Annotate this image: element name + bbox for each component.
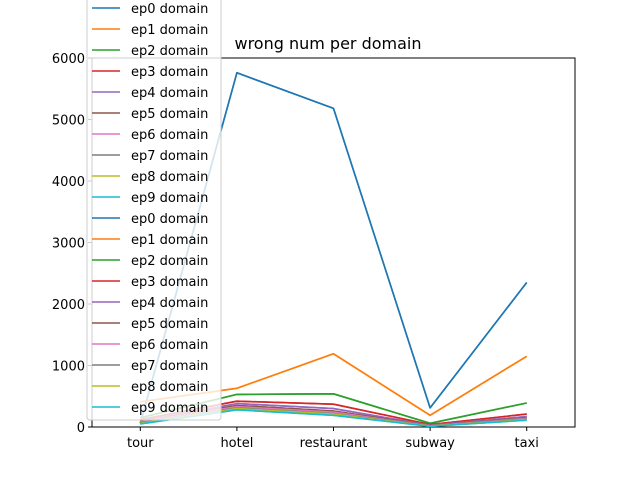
legend-box bbox=[86, 0, 222, 421]
x-tick-label: restaurant bbox=[300, 436, 368, 451]
x-tick-label: hotel bbox=[220, 436, 253, 451]
legend-label: ep0 domain bbox=[131, 2, 208, 17]
x-tick-label: taxi bbox=[515, 436, 539, 451]
legend-label: ep1 domain bbox=[131, 233, 208, 248]
y-tick-label: 5000 bbox=[52, 114, 85, 129]
chart-title: wrong num per domain bbox=[234, 34, 421, 53]
legend-label: ep5 domain bbox=[131, 317, 208, 332]
y-tick-label: 2000 bbox=[52, 298, 85, 313]
legend-label: ep3 domain bbox=[131, 65, 208, 80]
y-tick-label: 6000 bbox=[52, 52, 85, 67]
y-tick-label: 1000 bbox=[52, 360, 85, 375]
y-tick-label: 0 bbox=[77, 421, 85, 436]
legend-label: ep6 domain bbox=[131, 128, 208, 143]
legend: ep0 domain ep1 domain ep2 domain ep3 domain… bbox=[86, 0, 222, 421]
legend-label: ep2 domain bbox=[131, 254, 208, 269]
x-tick-label: subway bbox=[405, 436, 455, 451]
x-tick-label: tour bbox=[127, 436, 154, 451]
legend-label: ep9 domain bbox=[131, 191, 208, 206]
series-lines bbox=[139, 72, 528, 428]
axes: 0 1000 2000 3000 4000 5000 6000 tour hotel restau… bbox=[52, 52, 576, 451]
legend-label: ep9 domain bbox=[131, 401, 208, 416]
legend-label: ep1 domain bbox=[131, 23, 208, 38]
legend-label: ep7 domain bbox=[131, 359, 208, 374]
legend-label: ep8 domain bbox=[131, 380, 208, 395]
y-tick-label: 4000 bbox=[52, 175, 85, 190]
y-tick-label: 3000 bbox=[52, 237, 85, 252]
legend-label: ep4 domain bbox=[131, 296, 208, 311]
legend-label: ep2 domain bbox=[131, 44, 208, 59]
legend-label: ep3 domain bbox=[131, 275, 208, 290]
legend-label: ep0 domain bbox=[131, 212, 208, 227]
legend-label: ep7 domain bbox=[131, 149, 208, 164]
legend-label: ep6 domain bbox=[131, 338, 208, 353]
legend-label: ep4 domain bbox=[131, 86, 208, 101]
legend-label: ep5 domain bbox=[131, 107, 208, 122]
legend-label: ep8 domain bbox=[131, 170, 208, 185]
